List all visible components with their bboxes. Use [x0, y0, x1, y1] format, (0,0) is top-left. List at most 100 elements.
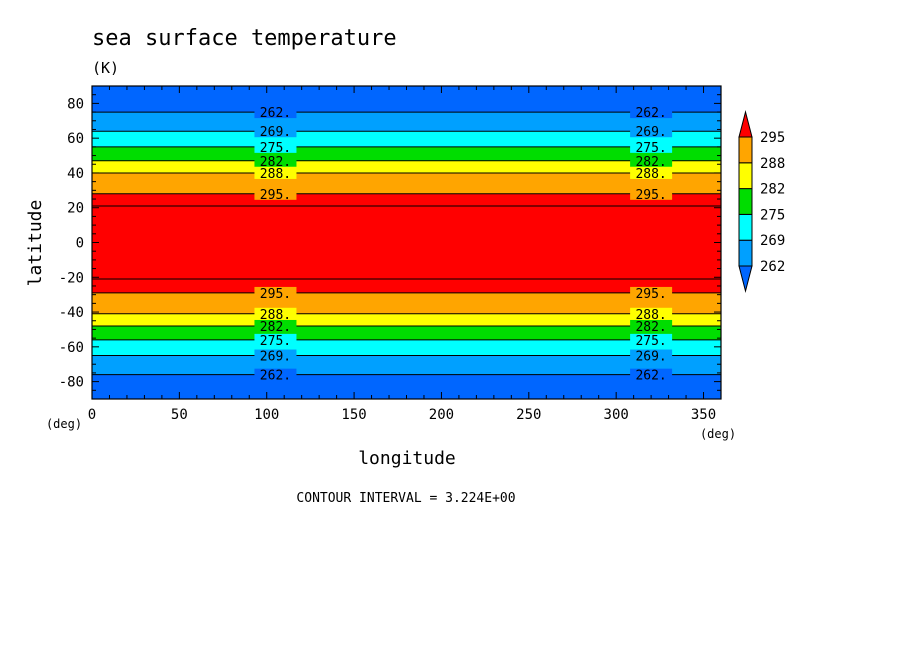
colorbar-segment: [738, 162, 753, 190]
contour-label: 269.: [260, 350, 291, 365]
contour-label-bg: [630, 307, 673, 320]
y-tick-label: -20: [59, 270, 84, 286]
contour-band: [92, 355, 721, 375]
colorbar-label: 295: [760, 130, 785, 146]
contour-label-bg: [630, 140, 673, 153]
contour-label: 288.: [635, 308, 666, 323]
colorbar-label: 288: [760, 156, 785, 172]
contour-label-bg: [630, 187, 673, 200]
contour-interval-note: CONTOUR INTERVAL = 3.224E+00: [296, 491, 515, 506]
contour-label-bg: [254, 125, 297, 138]
chart-units: (K): [92, 59, 119, 77]
contour-label-bg: [254, 307, 297, 320]
contour-band: [92, 292, 721, 314]
contour-label: 288.: [260, 167, 291, 182]
y-tick-label: 20: [67, 201, 84, 217]
x-tick-label: 100: [254, 407, 279, 423]
contour-labels: 262. 262.269. 269.275. 275.282. 282.288. 288.…: [254, 106, 673, 384]
contour-label: 269.: [635, 350, 666, 365]
contour-label: 282.: [260, 155, 291, 170]
x-tick-label: 350: [691, 407, 716, 423]
colorbar-segment: [738, 213, 753, 241]
x-axis-unit: (deg): [700, 427, 736, 441]
contour-label: 269.: [260, 125, 291, 140]
x-tick-label: 0: [88, 407, 96, 423]
colorbar-label: 282: [760, 182, 785, 198]
colorbar-segment: [738, 136, 753, 164]
contour-label: 295.: [635, 188, 666, 203]
contour-label-bg: [254, 368, 297, 381]
colorbar-segment: [738, 188, 753, 215]
contour-label-bg: [630, 125, 673, 138]
contour-label-bg: [630, 154, 673, 167]
contour-band: [92, 172, 721, 194]
colorbar-segment: [738, 265, 753, 293]
x-tick-label: 250: [516, 407, 541, 423]
contour-label: 275.: [260, 334, 291, 349]
contour-label-bg: [254, 140, 297, 153]
contour-label: 262.: [260, 106, 291, 121]
contour-label: 275.: [260, 141, 291, 156]
contour-label: 282.: [260, 320, 291, 335]
colorbar-label: 275: [760, 207, 785, 223]
x-axis-label: longitude: [358, 448, 456, 469]
x-tick-label: 150: [341, 407, 366, 423]
x-tick-label: 50: [171, 407, 188, 423]
contour-label: 295.: [260, 287, 291, 302]
contour-label: 282.: [635, 155, 666, 170]
contour-band: [92, 313, 721, 326]
contour-label-bg: [630, 368, 673, 381]
contour-label: 262.: [260, 369, 291, 384]
contour-band: [92, 160, 721, 173]
contour-label: 262.: [635, 369, 666, 384]
contour-label-bg: [254, 154, 297, 167]
contour-label: 288.: [635, 167, 666, 182]
contour-label-bg: [254, 286, 297, 299]
colorbar-label: 269: [760, 233, 785, 249]
y-tick-label: 80: [67, 96, 84, 112]
contour-lines: [92, 111, 721, 376]
contour-label-bg: [630, 286, 673, 299]
y-tick-labels: 80 60 40 20 0 -20 -40 -60 -80: [59, 96, 84, 390]
contour-band: [92, 339, 721, 356]
x-tick-label: 300: [604, 407, 629, 423]
contour-label: 288.: [260, 308, 291, 323]
y-tick-label: 40: [67, 166, 84, 182]
contour-label-bg: [630, 349, 673, 362]
contour-label: 282.: [635, 320, 666, 335]
colorbar-segment: [738, 110, 753, 138]
contour-label-bg: [630, 166, 673, 179]
contour-label-bg: [630, 106, 673, 119]
x-tick-labels: 0 50 100 150 200 250 300 350: [88, 407, 716, 423]
contour-band: [92, 146, 721, 161]
colorbar: [738, 110, 753, 293]
contour-band: [92, 325, 721, 340]
axis-ticks: [91, 85, 722, 400]
colorbar-segment: [738, 239, 753, 267]
contour-label: 269.: [635, 125, 666, 140]
colorbar-labels: 295 288 282 275 269 262: [760, 130, 785, 275]
contour-label-bg: [630, 319, 673, 332]
chart-title: sea surface temperature: [92, 26, 397, 51]
contour-label: 295.: [260, 188, 291, 203]
contour-label-bg: [254, 349, 297, 362]
y-tick-label: 60: [67, 131, 84, 147]
contour-label-bg: [630, 333, 673, 346]
contour-label-bg: [254, 319, 297, 332]
contour-band: [92, 193, 721, 293]
y-tick-label: 0: [76, 236, 84, 252]
contour-label-bg: [254, 106, 297, 119]
contour-band: [92, 131, 721, 147]
contour-band: [92, 112, 721, 132]
y-axis-unit: (deg): [46, 417, 82, 431]
y-axis-label: latitude: [25, 200, 46, 287]
contour-label-bg: [254, 187, 297, 200]
contour-label: 275.: [635, 141, 666, 156]
y-tick-label: -40: [59, 305, 84, 321]
contour-label-bg: [254, 333, 297, 346]
contour-fill-bands: [92, 86, 721, 399]
contour-label: 262.: [635, 106, 666, 121]
contour-label: 275.: [635, 334, 666, 349]
contour-label-bg: [254, 166, 297, 179]
